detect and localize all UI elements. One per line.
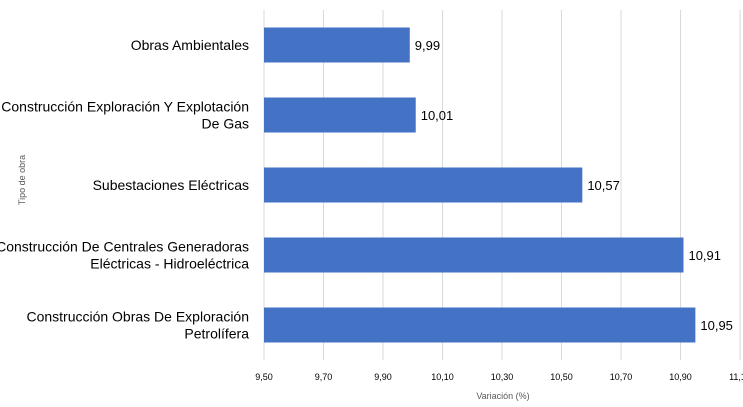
x-tick-label: 10,10 — [431, 372, 454, 382]
x-tick-label: 10,90 — [669, 372, 692, 382]
x-axis-title: Variación (%) — [476, 391, 529, 401]
data-label: 10,01 — [421, 108, 454, 123]
bar — [264, 97, 416, 133]
x-tick-label: 11,10 — [729, 372, 743, 382]
category-label: Construcción Exploración Y Explotación De… — [1, 99, 249, 132]
x-tick-label: 10,50 — [550, 372, 573, 382]
x-tick-label: 9,70 — [315, 372, 333, 382]
category-label: Subestaciones Eléctricas — [93, 177, 249, 193]
data-label: 10,91 — [688, 248, 721, 263]
category-label: Obras Ambientales — [131, 37, 249, 53]
data-label: 10,57 — [587, 178, 620, 193]
bar — [264, 237, 684, 273]
bar — [264, 167, 583, 203]
y-axis-title: Tipo de obra — [17, 155, 27, 205]
x-tick-label: 9,90 — [374, 372, 392, 382]
x-tick-label: 10,30 — [491, 372, 514, 382]
x-tick-label: 10,70 — [610, 372, 633, 382]
category-label: Construcción De Centrales Generadoras Elé… — [0, 239, 249, 272]
bar — [264, 27, 410, 63]
label-layer: 9,50 9,70 9,90 10,10 10,30 10,50 10,70 10,90 11,… — [0, 37, 743, 382]
x-tick-label: 9,50 — [255, 372, 273, 382]
bar-layer — [264, 27, 696, 343]
data-label: 10,95 — [700, 318, 733, 333]
category-label: Construcción Obras De Exploración Petrolí… — [26, 309, 249, 342]
data-label: 9,99 — [415, 38, 440, 53]
bar — [264, 307, 696, 343]
